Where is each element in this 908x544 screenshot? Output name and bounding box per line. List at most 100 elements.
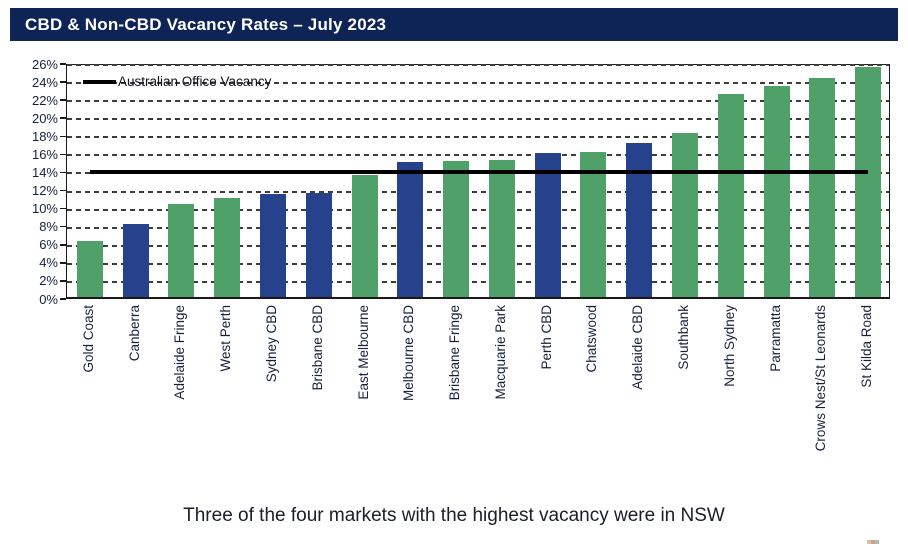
y-axis-tick-label: 2%: [39, 273, 58, 289]
x-axis-label: Melbourne CBD: [401, 305, 417, 402]
y-axis-tick: [60, 262, 66, 264]
x-axis-label: Adelaide Fringe: [172, 305, 188, 400]
gridline: [67, 280, 889, 283]
y-axis-tick-label: 26%: [31, 56, 58, 72]
bar-adelaide-cbd: [626, 143, 653, 297]
plot-area: Australian Office Vacancy: [66, 64, 890, 299]
gridline: [67, 226, 889, 229]
bar-parramatta: [763, 85, 790, 297]
gridline: [67, 136, 889, 139]
chart-title-bar: CBD & Non-CBD Vacancy Rates – July 2023: [10, 8, 898, 41]
x-axis-label-cell: St Kilda Road: [844, 305, 890, 501]
bar-melbourne-cbd: [397, 162, 424, 297]
bar-perth-cbd: [534, 153, 561, 297]
y-axis-tick-label: 12%: [31, 183, 58, 199]
caption: Three of the four markets with the highe…: [183, 505, 725, 526]
y-axis-tick-label: 4%: [39, 255, 58, 271]
bar-crows-nest-st-leonards: [809, 78, 836, 297]
x-axis-label: Brisbane Fringe: [447, 305, 463, 401]
y-axis-tick: [60, 207, 66, 210]
x-axis-label: St Kilda Road: [859, 305, 875, 388]
y-axis-tick-label: 18%: [31, 128, 58, 144]
x-axis-label-cell: Macquarie Park: [478, 305, 524, 501]
page-corner-artifact: [867, 540, 879, 544]
bar-chatswood: [580, 152, 607, 297]
gridline: [67, 244, 889, 247]
x-axis-label: West Perth: [218, 305, 234, 372]
x-axis-label-cell: East Melbourne: [341, 305, 387, 501]
y-axis-tick-label: 16%: [31, 146, 58, 162]
x-axis-label: Brisbane CBD: [309, 305, 325, 391]
gridline: [67, 208, 889, 211]
bar-adelaide-fringe: [168, 203, 195, 297]
x-axis-label: Canberra: [126, 305, 142, 362]
y-axis-tick: [60, 81, 66, 83]
x-axis-label: North Sydney: [721, 305, 737, 387]
y-axis-tick: [60, 225, 66, 228]
y-axis-tick-label: 24%: [31, 74, 58, 90]
gridline: [67, 100, 889, 103]
x-axis-label-cell: Chatswood: [570, 305, 616, 501]
bar-macquarie-park: [488, 159, 515, 297]
bar-north-sydney: [717, 93, 744, 297]
x-axis-label: Adelaide CBD: [630, 305, 646, 390]
gridline: [67, 118, 889, 121]
gridline: [67, 64, 889, 66]
y-axis-tick: [60, 63, 66, 65]
reference-line: [89, 169, 869, 174]
x-axis-label-cell: Melbourne CBD: [386, 305, 432, 501]
reference-line-legend-swatch-icon: [83, 79, 116, 84]
bar-st-kilda-road: [855, 66, 882, 297]
gridline: [67, 190, 889, 193]
legend: Australian Office Vacancy: [83, 74, 271, 89]
y-axis-tick: [60, 189, 66, 192]
x-axis-label-cell: Southbank: [661, 305, 707, 501]
x-axis-label: Crows Nest/St Leonards: [813, 305, 829, 452]
x-axis-label-cell: Crows Nest/St Leonards: [799, 305, 845, 501]
x-axis-label: Chatswood: [584, 305, 600, 373]
x-axis-label: Macquarie Park: [492, 305, 508, 400]
y-axis-tick: [60, 244, 66, 246]
x-axis-label-cell: Parramatta: [753, 305, 799, 501]
x-axis-label-cell: Perth CBD: [524, 305, 570, 501]
y-axis-tick-label: 14%: [31, 164, 58, 180]
bar-gold-coast: [76, 240, 103, 297]
bar-canberra: [122, 223, 149, 297]
x-axis-label-cell: Adelaide Fringe: [158, 305, 204, 501]
y-axis-tick: [60, 99, 66, 101]
x-axis-label-cell: Sydney CBD: [249, 305, 295, 501]
y-axis-tick: [60, 171, 66, 174]
bar-west-perth: [214, 197, 241, 297]
x-axis-label-cell: Adelaide CBD: [615, 305, 661, 501]
y-axis-tick-label: 0%: [39, 291, 58, 307]
y-axis-tick-label: 10%: [31, 201, 58, 217]
y-axis-tick: [60, 280, 66, 282]
bar-brisbane-cbd: [305, 193, 332, 297]
reference-line-legend-label: Australian Office Vacancy: [118, 74, 272, 89]
gridline: [67, 154, 889, 157]
y-axis-tick: [60, 117, 66, 119]
bar-sydney-cbd: [260, 193, 286, 297]
x-axis-label-cell: Brisbane CBD: [295, 305, 341, 501]
bar-east-melbourne: [351, 174, 378, 297]
y-axis-tick: [60, 153, 66, 156]
y-axis-tick-label: 22%: [31, 92, 58, 108]
x-axis-labels: Gold Coast Canberra Adelaide Fringe West Pe…: [66, 305, 890, 501]
x-axis-label-cell: Gold Coast: [66, 305, 112, 501]
y-axis-tick-label: 8%: [39, 219, 58, 235]
bar-brisbane-fringe: [443, 160, 470, 297]
y-axis-tick-label: 20%: [31, 110, 58, 126]
x-axis-label: Gold Coast: [80, 305, 96, 373]
chart-title: CBD & Non-CBD Vacancy Rates – July 2023: [25, 14, 387, 34]
x-axis-label: Southbank: [676, 305, 692, 370]
x-axis-label-cell: Brisbane Fringe: [432, 305, 478, 501]
x-axis-label: Perth CBD: [538, 305, 554, 370]
x-axis-label: Parramatta: [767, 305, 783, 372]
gridline: [67, 262, 889, 265]
x-axis-label-cell: Canberra: [112, 305, 158, 501]
y-axis-tick: [60, 298, 66, 300]
x-axis-label-cell: North Sydney: [707, 305, 753, 501]
x-axis-label: Sydney CBD: [264, 305, 280, 383]
x-axis-label-cell: West Perth: [203, 305, 249, 501]
